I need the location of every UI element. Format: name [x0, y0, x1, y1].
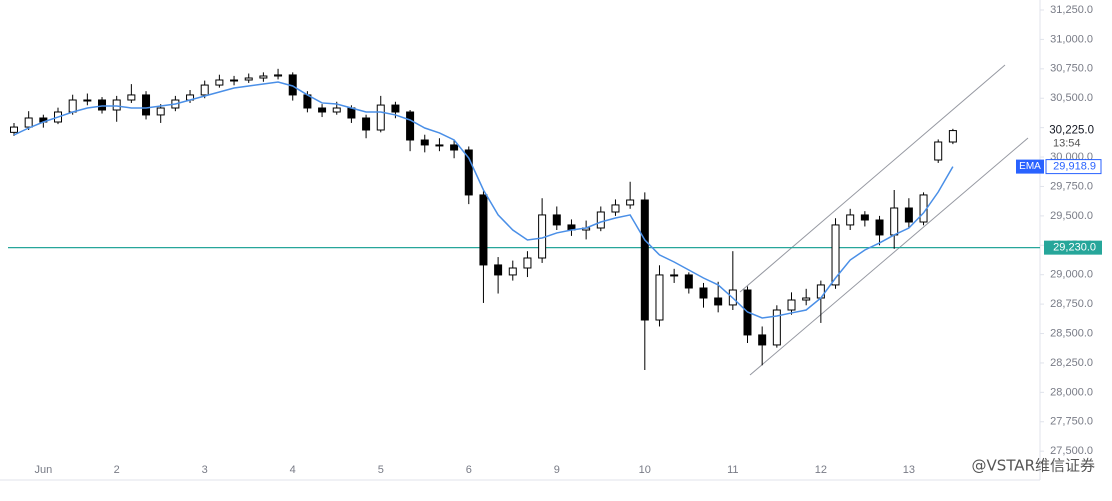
x-tick-label: 10 — [639, 464, 651, 476]
candle-body — [347, 107, 356, 119]
ema-name-box — [1016, 159, 1044, 174]
y-tick-label: 31,250.0 — [1050, 4, 1093, 16]
candle-body — [670, 274, 679, 277]
candle-body — [904, 207, 913, 223]
candle-body — [523, 257, 532, 269]
candle-body — [10, 126, 18, 133]
candle-body — [846, 214, 855, 226]
x-tick-label: 6 — [466, 464, 472, 476]
candle-body — [83, 99, 92, 102]
candle-body — [640, 199, 649, 321]
candle-body — [362, 117, 371, 131]
hline-box — [1044, 240, 1102, 255]
candle-body — [244, 77, 253, 81]
x-tick-label: 2 — [114, 464, 120, 476]
candle-body — [259, 75, 268, 79]
hline-label: 29,230.0 — [1053, 242, 1096, 254]
candle-body — [934, 141, 943, 161]
y-tick-label: 28,500.0 — [1050, 327, 1093, 339]
y-tick-label: 27,500.0 — [1050, 445, 1093, 457]
candle-body — [420, 139, 429, 146]
price-axis: 27,500.0 27,750.0 28,000.0 28,250.0 28,500.0… — [34, 4, 1102, 476]
y-tick-label: 31,000.0 — [1050, 33, 1093, 45]
candle-body — [684, 274, 693, 289]
candle-body — [772, 309, 781, 346]
candle-body — [391, 104, 400, 113]
x-tick-label: 11 — [727, 464, 738, 476]
candle-body — [230, 79, 239, 82]
candle-body — [552, 214, 561, 226]
candle-body — [68, 99, 77, 113]
ema-name: EMA — [1019, 161, 1041, 172]
ema-value-label: 29,918.9 — [1053, 161, 1096, 173]
candle-body — [406, 111, 415, 141]
x-tick-label: 13 — [903, 464, 915, 476]
candle-body — [831, 224, 840, 286]
candle-body — [479, 194, 488, 266]
candle-body — [318, 107, 327, 113]
y-tick-label: 30,500.0 — [1050, 92, 1093, 104]
candle-body — [787, 299, 796, 311]
y-tick-label: 29,000.0 — [1050, 269, 1093, 281]
x-tick-label: Jun — [34, 464, 52, 476]
last-price-box — [1046, 122, 1102, 153]
x-tick-label: 3 — [202, 464, 208, 476]
candle-body — [626, 199, 635, 206]
ema-value-box — [1045, 159, 1102, 175]
candle-body — [611, 204, 620, 213]
candle-body — [508, 267, 517, 276]
plot — [8, 68, 1040, 370]
candle-body — [875, 219, 884, 236]
y-tick-label: 27,750.0 — [1050, 416, 1093, 428]
candle-body — [699, 287, 708, 299]
candle-body — [376, 104, 385, 131]
candle-body — [142, 94, 151, 116]
candle-body — [112, 99, 121, 111]
candle-body — [156, 107, 165, 116]
x-tick-label: 12 — [815, 464, 827, 476]
candle-body — [98, 99, 107, 111]
watermark: @VSTAR维信证券 — [972, 457, 1095, 475]
candle-body — [655, 274, 664, 321]
candle-body — [714, 297, 723, 306]
candle-body — [450, 144, 459, 151]
y-tick-label: 28,000.0 — [1050, 386, 1093, 398]
channel-line — [739, 64, 1006, 293]
x-tick-label: 4 — [290, 464, 296, 476]
ema-line — [13, 81, 954, 319]
candle-body — [24, 117, 33, 128]
candle-body — [435, 144, 444, 147]
y-tick-label: 28,750.0 — [1050, 298, 1093, 310]
y-tick-label: 29,750.0 — [1050, 180, 1093, 192]
candle-body — [215, 79, 224, 86]
candle-body — [816, 284, 825, 299]
last-price-label: 30,225.0 — [1049, 125, 1094, 137]
y-tick-label: 28,250.0 — [1050, 357, 1093, 369]
candle-body — [860, 214, 869, 221]
candle-body — [200, 84, 209, 96]
y-tick-label: 30,750.0 — [1050, 63, 1093, 75]
candle-body — [274, 74, 283, 77]
x-tick-label: 5 — [378, 464, 384, 476]
candle-body — [758, 334, 767, 346]
candle-body — [948, 130, 957, 143]
candle-body — [332, 107, 341, 113]
candle-body — [127, 94, 136, 101]
channel-line — [749, 137, 1029, 376]
countdown-label: 13:54 — [1053, 137, 1081, 149]
candle-body — [464, 149, 473, 196]
candle-body — [596, 211, 605, 229]
y-tick-label: 29,500.0 — [1050, 210, 1093, 222]
candle-body — [802, 297, 811, 301]
x-tick-label: 9 — [554, 464, 560, 476]
candle-body — [890, 207, 899, 236]
candle-body — [494, 264, 503, 276]
